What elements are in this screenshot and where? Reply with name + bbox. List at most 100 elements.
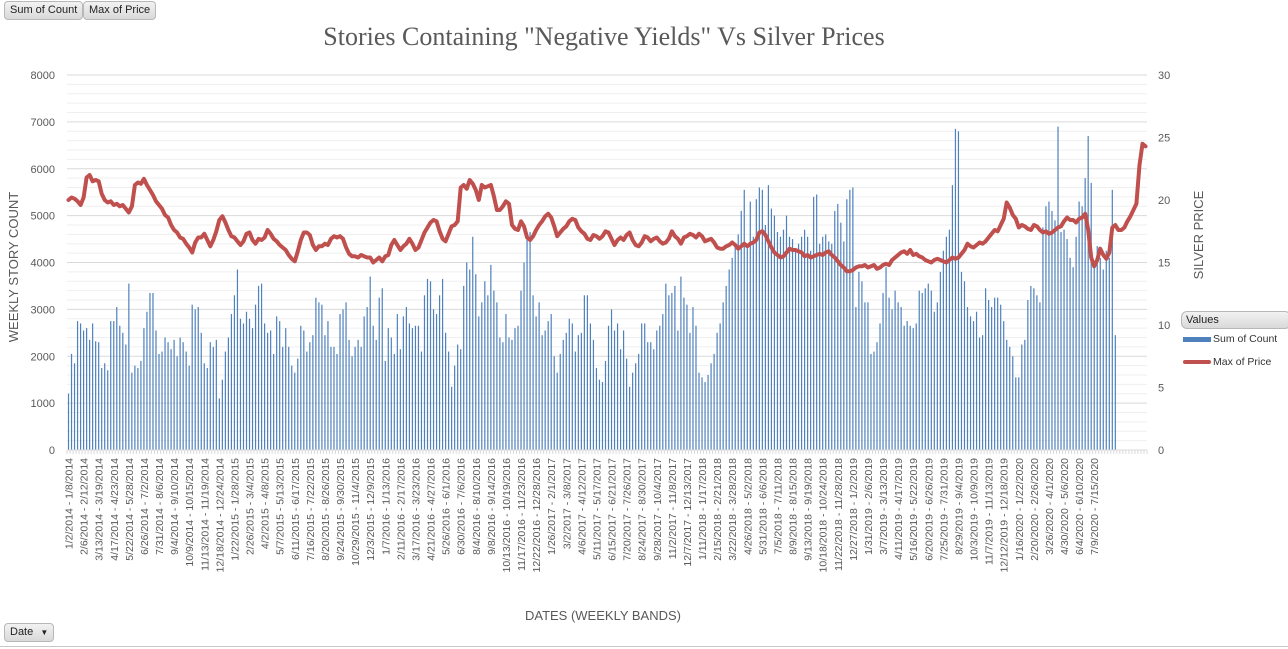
x-tick-label: 11/22/2018 - 11/28/2018 — [833, 458, 845, 571]
bar — [680, 276, 682, 450]
bar — [816, 194, 818, 450]
bar — [595, 367, 598, 450]
bar — [632, 372, 634, 450]
bar — [212, 346, 214, 450]
bar — [393, 353, 395, 450]
bar — [794, 248, 797, 450]
bar — [755, 199, 757, 450]
bar — [441, 278, 444, 450]
bar — [324, 335, 326, 450]
bar — [855, 307, 857, 450]
legend-values-header[interactable]: Values — [1181, 311, 1288, 329]
bar — [339, 314, 341, 450]
x-tick-label: 11/2/2017 - 11/8/2017 — [667, 458, 679, 559]
bar — [758, 187, 760, 450]
bar — [309, 342, 311, 450]
bar — [245, 311, 248, 450]
bar — [846, 199, 848, 450]
bar — [616, 323, 619, 450]
bar — [414, 325, 417, 450]
x-tick-label: 1/11/2018 - 1/17/2018 — [697, 458, 709, 560]
bar — [659, 325, 661, 450]
y2-tick-label: 0 — [1158, 445, 1164, 457]
bar — [89, 339, 91, 450]
bar — [484, 281, 486, 450]
bar — [879, 323, 881, 450]
x-tick-label: 12/18/2014 - 12/24/2014 — [214, 458, 226, 573]
bar — [668, 295, 670, 450]
bar — [671, 292, 673, 450]
bar — [707, 375, 709, 450]
bar — [966, 307, 969, 450]
bar — [224, 351, 226, 450]
bar — [67, 393, 70, 450]
bar — [782, 229, 785, 450]
date-field-button[interactable]: Date ▼ — [4, 623, 55, 642]
bar — [607, 325, 610, 450]
bar — [592, 339, 595, 450]
bar — [843, 241, 845, 450]
bar — [466, 262, 468, 450]
x-tick-label: 7/9/2020 - 7/15/2020 — [1089, 458, 1101, 555]
bar — [203, 363, 205, 450]
bar — [547, 321, 549, 450]
left-axis-ticks: 0 1000 2000 3000 4000 5000 6000 7000 8000 — [31, 70, 55, 457]
line-series-max-of-price — [66, 141, 1148, 274]
chevron-down-icon[interactable]: ▼ — [40, 628, 49, 637]
bar — [997, 297, 999, 450]
bar — [1000, 304, 1002, 450]
bar — [529, 232, 531, 450]
bar — [230, 314, 233, 450]
bar — [116, 307, 118, 450]
x-tick-label: 5/7/2015 - 5/13/2015 — [275, 458, 287, 555]
bar — [354, 346, 356, 450]
x-tick-label: 1/22/2015 - 1/28/2015 — [229, 458, 241, 561]
bar — [221, 379, 223, 450]
max-of-price-field-button[interactable]: Max of Price — [83, 1, 157, 20]
bar — [242, 323, 245, 450]
bar — [423, 295, 426, 450]
sum-of-count-field-button[interactable]: Sum of Count — [4, 1, 84, 20]
bar — [191, 304, 193, 450]
bar — [79, 323, 82, 450]
bar — [912, 328, 914, 450]
bar — [1057, 126, 1059, 450]
bar — [1072, 267, 1074, 450]
bar — [345, 302, 347, 450]
bar — [155, 330, 157, 450]
bar — [722, 302, 724, 450]
bar — [493, 290, 495, 450]
bar — [810, 250, 812, 450]
bar — [975, 311, 978, 450]
bar — [70, 353, 73, 450]
bar — [807, 236, 809, 450]
bar — [378, 297, 380, 450]
bar — [161, 351, 163, 450]
bar — [472, 236, 474, 450]
bar — [776, 232, 779, 450]
x-tick-label: 7/31/2014 - 8/6/2014 — [154, 458, 166, 555]
x-tick-label: 5/31/2018 - 6/6/2018 — [757, 458, 769, 555]
bar — [773, 215, 776, 450]
bar — [822, 236, 824, 450]
bar — [179, 337, 181, 450]
bar — [701, 377, 703, 450]
bar — [852, 187, 854, 450]
bar — [598, 379, 601, 450]
bar — [396, 314, 398, 450]
bar — [1075, 236, 1077, 450]
bar — [273, 353, 275, 450]
date-field-label: Date — [10, 626, 34, 638]
x-tick-label: 10/18/2018 - 10/24/2018 — [818, 458, 830, 573]
bar — [435, 314, 438, 450]
gridlines — [67, 74, 1147, 451]
bar — [478, 316, 480, 450]
bar — [475, 274, 477, 450]
bar — [1051, 210, 1053, 450]
bar — [188, 365, 190, 450]
bar — [746, 246, 748, 450]
bar — [182, 342, 184, 450]
x-tick-label: 8/9/2018 - 8/15/2018 — [788, 458, 800, 555]
bar — [357, 339, 359, 450]
